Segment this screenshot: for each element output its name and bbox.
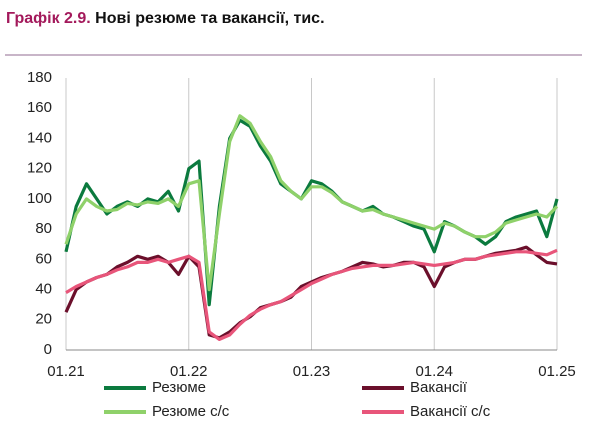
y-tick-label: 0 [44,341,52,358]
legend-label: Вакансії [410,379,468,396]
y-tick-label: 140 [27,129,52,146]
y-tick-label: 160 [27,99,52,116]
series-line [65,248,558,341]
y-tick-label: 80 [35,220,52,237]
x-tick-label: 01.22 [170,363,208,380]
y-tick-label: 120 [27,160,52,177]
legend-label: Вакансії с/с [410,403,491,420]
title-block: Графік 2.9. Нові резюме та вакансії, тис… [6,10,325,28]
chart-label: Графік 2.9. [6,10,91,27]
x-tick-label: 01.23 [293,363,331,380]
legend-label: Резюме с/с [152,403,230,420]
y-tick-label: 40 [35,281,52,298]
y-tick-label: 180 [27,69,52,86]
chart-title: Нові резюме та вакансії, тис. [95,10,325,27]
series-line [64,114,559,292]
y-tick-label: 60 [35,250,52,267]
y-tick-label: 20 [35,311,52,328]
x-tick-label: 01.24 [415,363,453,380]
x-tick-label: 01.25 [538,363,576,380]
legend-label: Резюме [152,379,206,396]
y-tick-label: 100 [27,190,52,207]
x-tick-label: 01.21 [47,363,85,380]
